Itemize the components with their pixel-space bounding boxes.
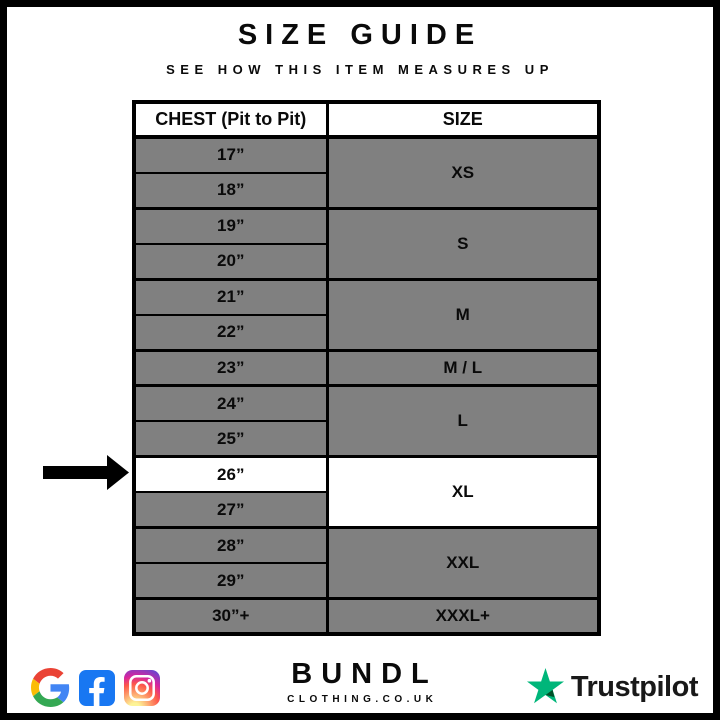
selection-arrow-icon	[43, 455, 129, 490]
chest-cell: 27”	[134, 491, 329, 528]
size-cell: M / L	[327, 348, 599, 386]
size-cell: XL	[327, 455, 599, 528]
size-table-body: 17” XS 18” 19” S 20” 21” M 22” 23” M / L 24” L 25” 26”…	[134, 135, 599, 634]
table-row: 24” L	[134, 384, 599, 457]
chest-cell: 17”	[134, 135, 329, 173]
size-cell: XS	[327, 135, 599, 208]
table-row: 28” XXL	[134, 526, 599, 599]
chest-cell: 26”	[134, 455, 329, 492]
chest-cell: 29”	[134, 562, 329, 599]
table-row: 25”	[134, 420, 599, 457]
page-title: SIZE GUIDE	[237, 19, 483, 51]
table-row: 19” S	[134, 206, 599, 279]
chest-cell: 23”	[134, 348, 329, 386]
table-row: 27”	[134, 491, 599, 528]
size-cell: S	[327, 206, 599, 279]
chest-cell: 21”	[134, 277, 329, 315]
trustpilot-logo[interactable]: Trustpilot	[525, 668, 699, 707]
brand-logo: BUNDL CLOTHING.CO.UK	[7, 658, 713, 705]
facebook-icon[interactable]	[79, 669, 115, 706]
size-cell: XXXL+	[327, 597, 599, 634]
table-row: 26” XL	[134, 455, 599, 528]
chest-cell: 20”	[134, 242, 329, 279]
brand-tagline: CLOTHING.CO.UK	[287, 694, 438, 705]
size-cell: XXL	[327, 526, 599, 599]
table-row: 17” XS	[134, 135, 599, 208]
table-row: 29”	[134, 562, 599, 599]
chest-cell: 24”	[134, 384, 329, 421]
chest-column-header: CHEST (Pit to Pit)	[134, 102, 329, 139]
table-header-row: CHEST (Pit to Pit) SIZE	[134, 102, 599, 139]
size-table: CHEST (Pit to Pit) SIZE 17” XS 18” 19” S 20” 2…	[132, 100, 601, 636]
page-subtitle: SEE HOW THIS ITEM MEASURES UP	[166, 62, 554, 77]
table-row: 18”	[134, 171, 599, 208]
size-cell: L	[327, 384, 599, 457]
chest-cell: 19”	[134, 206, 329, 244]
trustpilot-label: Trustpilot	[570, 671, 699, 703]
chest-cell: 28”	[134, 526, 329, 563]
chest-cell: 22”	[134, 313, 329, 350]
table-row: 21” M	[134, 277, 599, 350]
google-icon[interactable]	[31, 668, 70, 707]
chest-cell: 30”+	[134, 597, 329, 634]
brand-name: BUNDL	[291, 658, 438, 690]
trustpilot-star-icon	[526, 668, 564, 704]
size-cell: M	[327, 277, 599, 350]
instagram-icon[interactable]	[124, 669, 160, 706]
size-column-header: SIZE	[327, 102, 599, 139]
social-icons	[31, 668, 160, 707]
table-row: 22”	[134, 313, 599, 350]
table-row: 23” M / L	[134, 348, 599, 386]
chest-cell: 25”	[134, 420, 329, 457]
chest-cell: 18”	[134, 171, 329, 208]
table-row: 20”	[134, 242, 599, 279]
table-row: 30”+ XXXL+	[134, 597, 599, 634]
